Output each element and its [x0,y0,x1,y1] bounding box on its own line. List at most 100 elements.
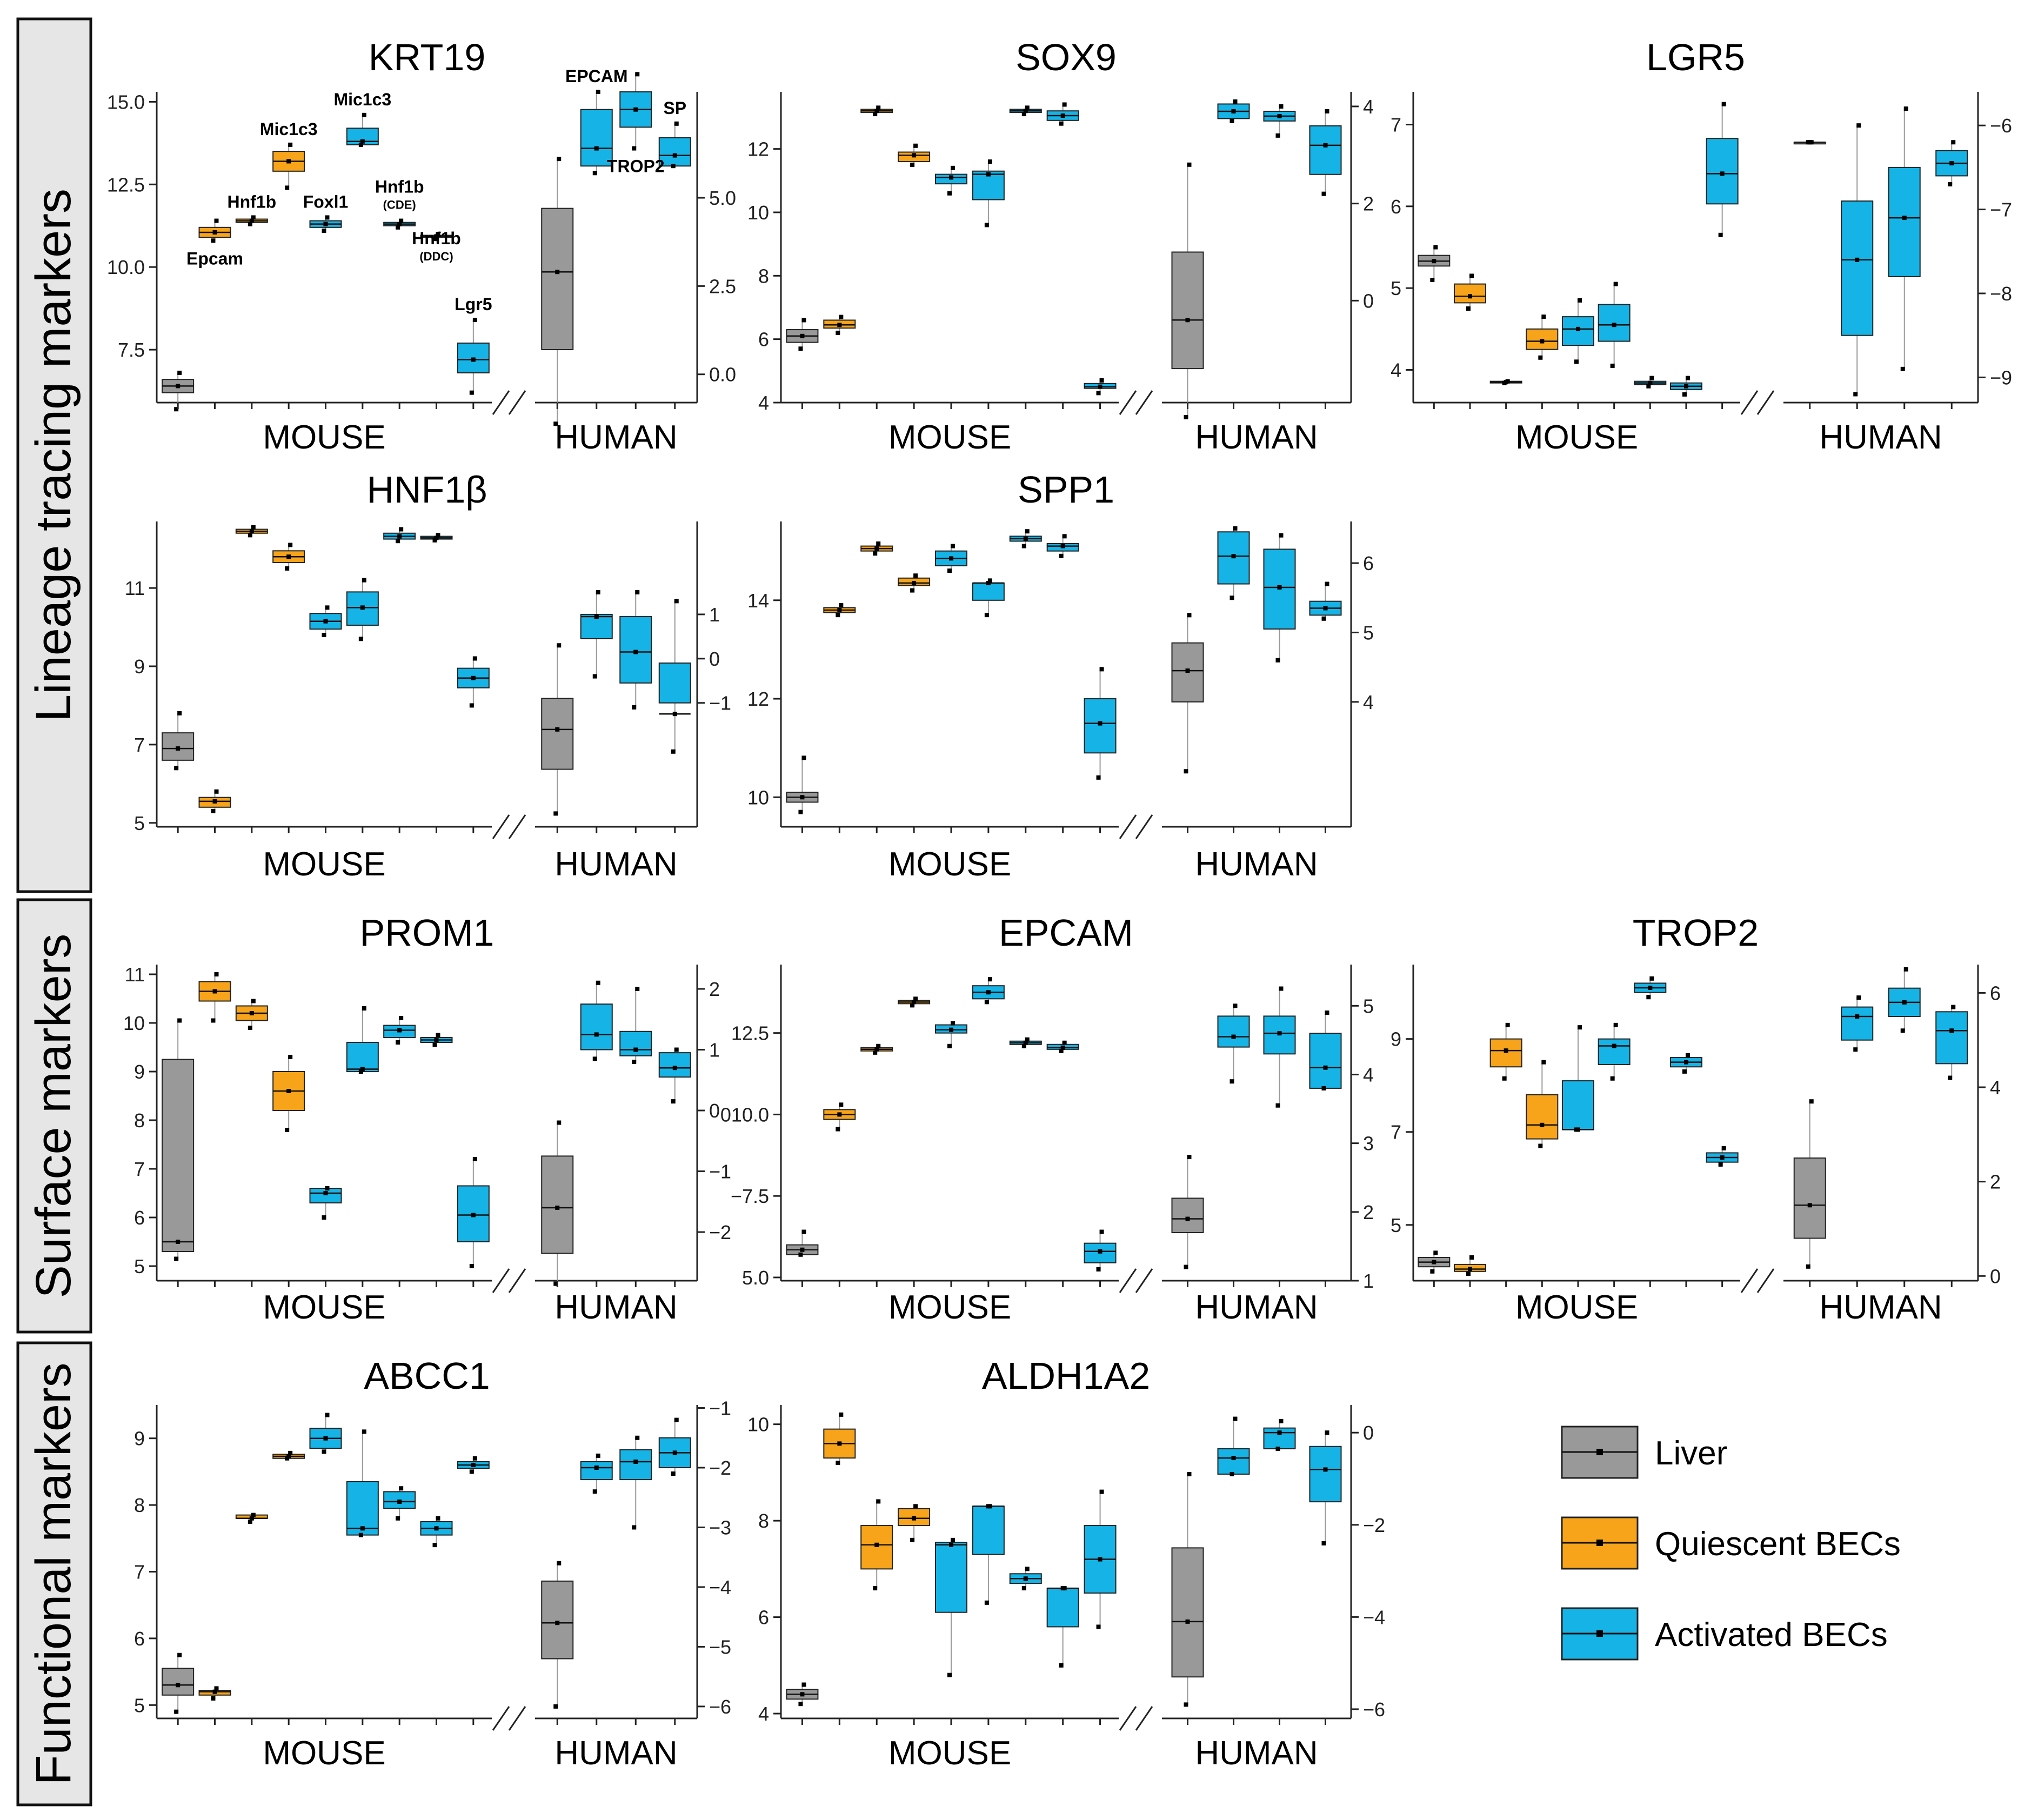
mouse-box-liver [1418,245,1451,283]
data-point [174,766,179,771]
human-box-activated [1217,1416,1250,1476]
data-point [360,1067,365,1072]
human-box-liver [541,1561,574,1709]
data-point [360,139,365,144]
data-point [1023,1040,1028,1045]
data-point [986,172,991,177]
data-point [1432,1260,1436,1264]
data-point [1468,1267,1472,1272]
data-point [1855,1014,1860,1019]
data-point [986,580,991,585]
data-point [557,1120,562,1125]
data-point [1184,1702,1188,1707]
data-point [557,643,562,648]
data-point [434,234,439,239]
data-point [1649,976,1654,981]
x-group-label-human: HUMAN [1819,1289,1942,1326]
data-point [1060,1045,1065,1050]
mouse-box-activated [972,1504,1005,1605]
data-point [1184,1264,1188,1269]
y-tick-label-left: 8 [758,1510,769,1532]
axis-break-mark [1756,1268,1775,1293]
data-point [288,1450,293,1455]
box-body [1888,166,1921,277]
data-point [798,1702,803,1707]
y-tick-label-left: 7.5 [118,339,145,361]
box-body [162,1059,195,1252]
data-point [1279,986,1284,991]
mouse-box-activated [1009,1037,1042,1048]
data-point [249,1011,254,1015]
box-body [580,109,613,167]
data-point [839,603,844,607]
data-point [396,539,400,544]
data-point [472,318,477,323]
y-tick-label-right: 2 [1990,1171,2001,1193]
data-point [874,546,879,551]
data-point [837,608,842,613]
data-point [1856,995,1861,1000]
y-tick-label-right: −2 [709,1221,731,1243]
data-point [214,789,219,794]
y-tick-label-left: 7 [1391,1121,1401,1143]
y-tick-label-left: −7.5 [731,1185,769,1207]
data-point [671,164,676,169]
data-point [285,1128,290,1132]
annotation-label: Mic1c3 [333,90,391,109]
data-point [1646,384,1651,389]
data-point [362,578,366,583]
data-point [1098,1249,1102,1254]
data-point [910,1003,915,1008]
y-tick-label-right: −4 [1363,1606,1385,1628]
y-tick-label-left: 6 [758,329,769,351]
data-point [1433,1250,1438,1255]
data-point [1231,1034,1236,1039]
data-point [397,1028,402,1033]
y-tick-label-left: 6 [1391,196,1401,218]
box-body [541,208,574,350]
panel-prom1: PROM1 5 6 7 8 9 10 11 −2 −1 0 1 2 MOUSE HUMAN [123,912,731,1326]
y-tick-label-left: 12 [747,138,769,160]
box-body [1841,200,1874,336]
data-point [1807,140,1812,145]
data-point [1648,986,1653,991]
legend-swatch-point [1596,1540,1603,1546]
data-point [1720,1155,1725,1160]
data-point [1277,1430,1282,1435]
data-point [1538,355,1543,360]
mouse-box-activated [972,977,1005,1005]
data-point [396,225,400,230]
data-point [1648,380,1653,385]
data-point [913,1504,918,1509]
box-body [1562,1080,1594,1130]
box-body [658,663,691,704]
y-tick-label-left: 9 [134,1061,145,1083]
data-point [592,674,597,679]
data-point [1323,1467,1328,1472]
x-group-label-mouse: MOUSE [263,419,385,456]
data-point [211,238,216,243]
y-tick-label-left: 7 [1391,114,1401,136]
legend-item-quiescent: Quiescent BECs [1561,1516,1901,1570]
box-body [309,1188,342,1203]
data-point [362,112,366,117]
data-point [836,1127,840,1132]
data-point [174,1256,179,1261]
box-body [1598,1038,1631,1065]
mouse-box-activated [457,656,490,708]
data-point [1466,1272,1471,1276]
y-tick-label-left: 10 [747,786,769,808]
data-point [214,218,219,223]
data-point [555,270,560,275]
data-point [1809,1099,1814,1104]
data-point [360,1526,365,1531]
y-tick-label-right: 4 [1990,1076,2001,1099]
y-tick-label-left: 5 [134,1255,145,1277]
box-body [1793,1157,1826,1239]
y-tick-label-right: 1 [709,604,720,626]
data-point [1721,1146,1726,1150]
x-group-label-human: HUMAN [554,1289,677,1326]
x-group-label-mouse: MOUSE [888,419,1011,456]
data-point [674,1417,679,1422]
